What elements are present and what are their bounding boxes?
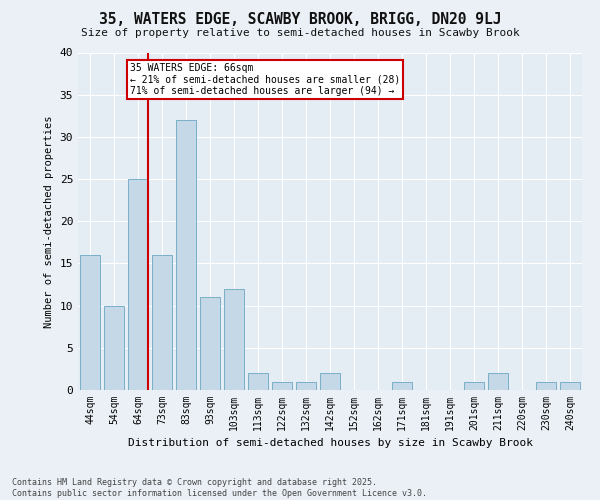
- X-axis label: Distribution of semi-detached houses by size in Scawby Brook: Distribution of semi-detached houses by …: [128, 438, 533, 448]
- Bar: [272, 382, 292, 390]
- Y-axis label: Number of semi-detached properties: Number of semi-detached properties: [44, 115, 54, 328]
- Bar: [536, 382, 556, 390]
- Text: Size of property relative to semi-detached houses in Scawby Brook: Size of property relative to semi-detach…: [80, 28, 520, 38]
- Bar: [320, 373, 340, 390]
- Bar: [128, 179, 148, 390]
- Bar: [80, 255, 100, 390]
- Bar: [488, 373, 508, 390]
- Text: 35, WATERS EDGE, SCAWBY BROOK, BRIGG, DN20 9LJ: 35, WATERS EDGE, SCAWBY BROOK, BRIGG, DN…: [99, 12, 501, 28]
- Bar: [176, 120, 196, 390]
- Bar: [560, 382, 580, 390]
- Bar: [464, 382, 484, 390]
- Bar: [104, 306, 124, 390]
- Bar: [224, 289, 244, 390]
- Text: 35 WATERS EDGE: 66sqm
← 21% of semi-detached houses are smaller (28)
71% of semi: 35 WATERS EDGE: 66sqm ← 21% of semi-deta…: [130, 62, 400, 96]
- Bar: [296, 382, 316, 390]
- Bar: [152, 255, 172, 390]
- Bar: [392, 382, 412, 390]
- Text: Contains HM Land Registry data © Crown copyright and database right 2025.
Contai: Contains HM Land Registry data © Crown c…: [12, 478, 427, 498]
- Bar: [248, 373, 268, 390]
- Bar: [200, 297, 220, 390]
